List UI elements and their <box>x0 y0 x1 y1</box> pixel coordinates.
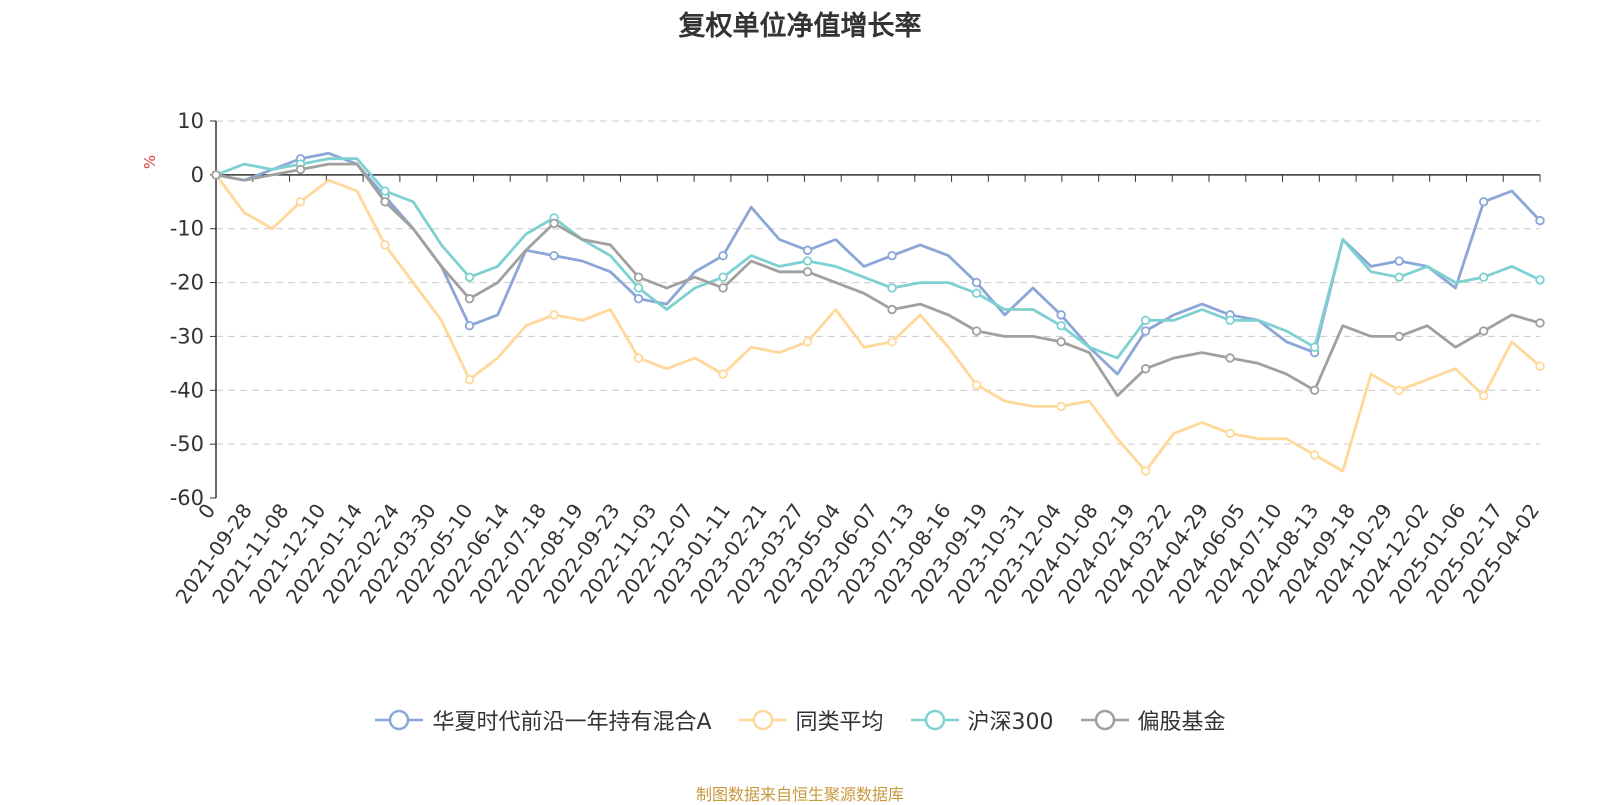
series-3-point <box>464 294 475 304</box>
series-0-point <box>887 250 897 261</box>
series-0-point <box>464 320 475 331</box>
series-1-point <box>1140 466 1151 476</box>
series-3-point <box>211 170 221 180</box>
series-1-point <box>1478 390 1489 401</box>
series-1-point <box>1394 385 1404 395</box>
series-1-point <box>1225 428 1235 439</box>
series-1-point <box>549 310 559 320</box>
series-0-point <box>718 250 728 261</box>
series-2-point <box>718 272 728 282</box>
series-layer <box>211 151 1545 476</box>
series-3-point <box>633 272 644 282</box>
series-2-point <box>1394 272 1404 282</box>
legend-item-0[interactable]: 华夏时代前沿一年持有混合A <box>374 704 712 736</box>
series-2-point <box>802 256 813 266</box>
series-1-point <box>380 240 390 250</box>
legend-swatch-icon <box>1080 708 1130 732</box>
series-line-2 <box>215 157 1541 360</box>
legend-label: 偏股基金 <box>1137 710 1226 735</box>
legend-swatch-icon <box>738 708 788 732</box>
series-line-0 <box>215 151 1542 376</box>
series-1-point <box>971 380 982 390</box>
series-0-point <box>971 277 982 288</box>
legend-item-1[interactable]: 同类平均 <box>738 704 884 736</box>
series-3-point <box>1535 318 1545 328</box>
series-1-point <box>1535 361 1545 371</box>
y-tick-label: 10 <box>177 109 204 133</box>
series-3-point <box>1225 353 1235 363</box>
y-tick-label: -40 <box>170 378 204 402</box>
series-3-point <box>718 283 728 293</box>
series-2-point <box>633 283 644 293</box>
source-note: 制图数据来自恒生聚源数据库 <box>695 785 904 804</box>
legend-label: 沪深300 <box>967 710 1054 735</box>
series-3-point <box>380 197 390 207</box>
series-2-point <box>464 272 475 282</box>
series-0-point <box>1394 256 1404 266</box>
series-2-point <box>1140 315 1151 325</box>
series-2-point <box>1056 320 1066 331</box>
grid-layer <box>216 120 1540 445</box>
series-0-point <box>1140 326 1151 336</box>
series-0-point <box>802 245 813 255</box>
series-3-point <box>1056 337 1066 347</box>
series-3-point <box>1478 326 1489 336</box>
series-1-point <box>802 337 813 347</box>
series-1-point <box>887 337 897 347</box>
series-3-point <box>1394 331 1404 342</box>
series-2-point <box>1478 272 1489 282</box>
series-line-3 <box>215 162 1541 398</box>
legend-label: 同类平均 <box>795 710 884 735</box>
series-3-point <box>887 304 897 315</box>
series-line-1 <box>214 174 1541 473</box>
series-3-point <box>971 326 982 336</box>
series-2-point <box>380 186 390 196</box>
series-2-point <box>971 288 982 299</box>
x-tick-label: 0 <box>193 499 220 523</box>
series-1-point <box>295 197 306 207</box>
series-2-point <box>1225 315 1235 325</box>
y-tick-label: -60 <box>170 486 204 510</box>
series-2-point <box>1309 342 1320 352</box>
series-0-point <box>633 294 644 304</box>
chart-title: 复权单位净值增长率 <box>678 11 922 42</box>
series-0-point <box>1478 197 1489 207</box>
series-1-point <box>464 374 475 385</box>
series-3-point <box>802 267 813 277</box>
legend-item-2[interactable]: 沪深300 <box>910 704 1054 736</box>
y-tick-label: -30 <box>170 324 204 348</box>
legend-label: 华夏时代前沿一年持有混合A <box>432 710 712 735</box>
series-1-point <box>633 353 644 363</box>
legend-swatch-icon <box>374 708 424 732</box>
y-tick-label: 0 <box>191 163 204 187</box>
series-2-point <box>1535 275 1545 285</box>
series-0-point <box>549 250 559 261</box>
series-1-point <box>718 369 728 379</box>
chart-legend: 华夏时代前沿一年持有混合A 同类平均 沪深300 偏股基金 <box>0 704 1600 736</box>
series-1-point <box>1056 401 1066 412</box>
series-1-point <box>1309 450 1320 460</box>
series-2-point <box>887 283 897 293</box>
legend-swatch-icon <box>910 708 960 732</box>
y-tick-label: -50 <box>170 432 204 456</box>
series-3-point <box>1309 385 1320 395</box>
series-0-point <box>1535 215 1545 226</box>
series-3-point <box>549 218 559 229</box>
y-tick-label: -20 <box>170 271 204 295</box>
series-3-point <box>295 164 306 175</box>
series-0-point <box>1056 310 1066 320</box>
y-axis-unit-label: % <box>141 155 159 169</box>
y-tick-label: -10 <box>170 217 204 241</box>
series-3-point <box>1140 364 1151 374</box>
legend-item-3[interactable]: 偏股基金 <box>1080 704 1226 736</box>
